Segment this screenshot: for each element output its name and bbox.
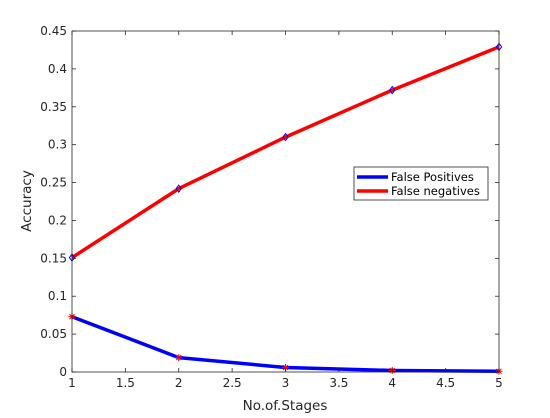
y-axis-label: Accuracy — [19, 170, 35, 232]
x-tick-label: 5 — [495, 376, 503, 390]
legend: False Positives False negatives — [353, 166, 489, 201]
ticks-layer: 1 1.5 2 2.5 3 3.5 4 4.5 5 0 0.05 0.1 0.15 0.2 0.25 0.3 0… — [40, 24, 503, 390]
y-tick-label: 0 — [59, 365, 67, 379]
data-point-false-positives — [175, 354, 183, 362]
y-tick-label: 0.25 — [40, 176, 67, 190]
x-tick-label: 3.5 — [329, 376, 348, 390]
data-point-false-negatives — [389, 85, 396, 95]
data-point-false-negatives — [282, 132, 289, 142]
x-tick-label: 4 — [388, 376, 396, 390]
y-tick-label: 0.1 — [48, 289, 67, 303]
x-tick-label: 1 — [68, 376, 76, 390]
y-tick-label: 0.35 — [40, 100, 67, 114]
x-tick-label: 4.5 — [436, 376, 455, 390]
legend-box — [353, 166, 489, 201]
series-line-false-negatives — [71, 45, 500, 260]
y-tick-label: 0.15 — [40, 251, 67, 265]
y-tick-label: 0.3 — [48, 138, 67, 152]
data-point-false-negatives — [175, 184, 182, 193]
y-tick-label: 0.2 — [48, 213, 67, 227]
series-layer — [68, 42, 503, 375]
y-tick-label: 0.05 — [40, 327, 67, 341]
x-tick-label: 2 — [175, 376, 183, 390]
x-axis-label: No.of.Stages — [243, 398, 328, 414]
y-tick-label: 0.45 — [40, 24, 67, 38]
x-tick-label: 3 — [282, 376, 290, 390]
legend-label-false-positives: False Positives — [391, 170, 474, 184]
y-tick-label: 0.4 — [48, 62, 67, 76]
x-tick-label: 1.5 — [116, 376, 135, 390]
legend-label-false-negatives: False negatives — [391, 184, 480, 198]
plot-area — [72, 31, 499, 372]
x-tick-label: 2.5 — [223, 376, 242, 390]
